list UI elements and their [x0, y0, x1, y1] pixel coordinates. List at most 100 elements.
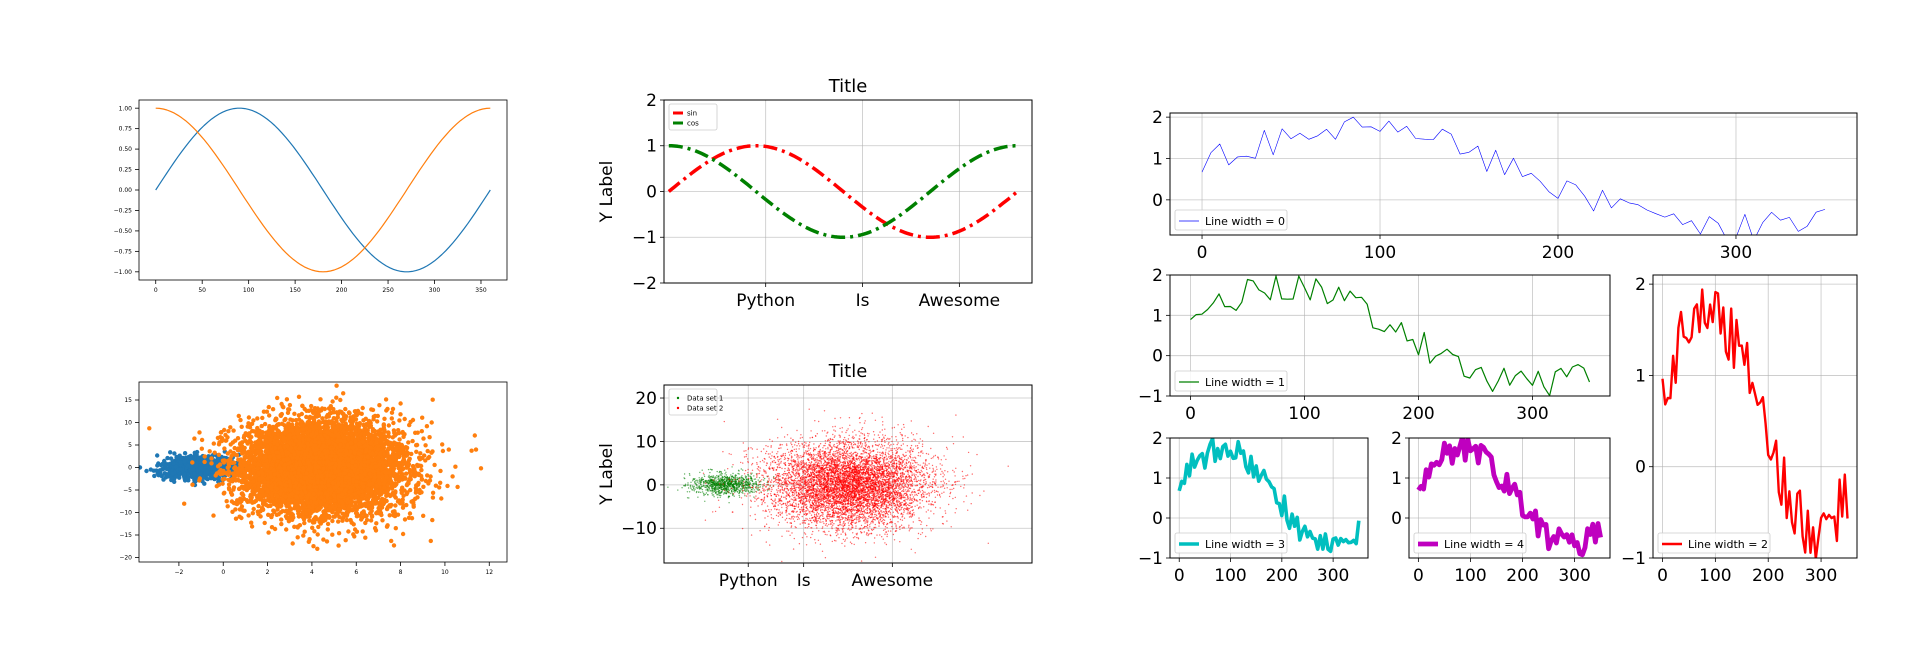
chart-title: Title	[828, 76, 868, 97]
scatter-point	[302, 520, 307, 526]
scatter-point	[430, 495, 436, 500]
scatter-point	[438, 468, 443, 474]
scatter-point	[316, 524, 321, 530]
scatter-point	[410, 438, 415, 444]
series-line-cos	[668, 144, 1018, 240]
scatter-point	[421, 513, 426, 518]
scatter-point	[324, 539, 330, 544]
scatter-point	[231, 428, 236, 433]
y-tick-label: 2	[646, 91, 657, 111]
scatter-point	[372, 413, 378, 419]
scatter-point	[165, 455, 170, 461]
scatter-point	[389, 410, 395, 415]
scatter-point	[334, 395, 339, 400]
scatter-point	[202, 459, 207, 465]
x-tick-label: 150	[289, 287, 301, 294]
scatter-point	[184, 455, 189, 460]
scatter-point	[315, 546, 320, 551]
scatter-point	[423, 478, 429, 484]
scatter-point	[428, 538, 433, 544]
scatter-point	[389, 416, 394, 421]
scatter-point	[388, 493, 393, 499]
scatter-point	[172, 479, 177, 484]
scatter-point	[296, 394, 302, 399]
scatter-point	[430, 397, 435, 402]
scatter-point	[425, 448, 430, 454]
scatter-point	[321, 537, 326, 542]
scatter-point	[199, 437, 205, 443]
scatter-point	[182, 459, 187, 464]
scatter-point	[246, 513, 251, 518]
x-tick-label: 50	[198, 287, 206, 294]
y-tick-label: 0.75	[119, 126, 133, 133]
scatter-point	[159, 473, 164, 479]
scatter-point	[174, 455, 180, 461]
scatter-point	[440, 448, 446, 454]
scatter-point	[188, 464, 194, 469]
scatter-point	[232, 445, 237, 451]
scatter-point	[279, 521, 284, 527]
x-tick-label: 200	[336, 287, 348, 294]
x-tick-label: 100	[243, 287, 255, 294]
scatter-point	[398, 401, 403, 406]
scatter-point	[209, 456, 214, 461]
scatter-point	[440, 442, 445, 447]
scatter-point	[212, 467, 217, 472]
scatter-point	[209, 461, 214, 466]
scatter-point	[147, 426, 152, 431]
scatter-point	[334, 383, 339, 388]
scatter-point	[426, 455, 431, 461]
scatter-point	[187, 454, 193, 460]
x-tick-label: 350	[475, 287, 487, 294]
scatter-point	[279, 517, 284, 522]
scatter-point	[301, 533, 306, 538]
scatter-point	[325, 521, 331, 527]
legend-label: sin	[687, 109, 697, 117]
y-tick-label: 1.00	[119, 105, 133, 112]
series-line-sin	[155, 107, 491, 273]
scatter-point	[221, 491, 226, 496]
scatter-point	[450, 474, 455, 479]
scatter-point	[172, 451, 177, 456]
scatter-point	[211, 441, 216, 446]
y-tick-label: −0.75	[114, 248, 133, 255]
scatter-point	[427, 435, 432, 440]
plot-area	[155, 107, 491, 273]
scatter-point	[164, 466, 170, 472]
scatter-point	[391, 543, 397, 548]
plot-area	[139, 383, 484, 551]
scatter-point	[229, 499, 235, 504]
y-tick-label: −0.50	[114, 228, 133, 235]
scatter-point	[266, 512, 271, 517]
scatter-point	[270, 407, 276, 412]
scatter-point	[198, 459, 203, 465]
scatter-point	[283, 416, 288, 422]
scatter-point	[414, 449, 419, 454]
scatter-point	[185, 472, 190, 477]
y-tick-label: −0.25	[114, 208, 133, 215]
scatter-point	[181, 472, 187, 478]
x-tick-label: Is	[856, 291, 870, 311]
scatter-point	[160, 461, 165, 467]
scatter-point	[237, 507, 243, 512]
x-tick-label: 0	[154, 287, 158, 294]
scatter-point	[214, 458, 220, 463]
scatter-point	[380, 518, 385, 523]
scatter-point	[284, 527, 289, 532]
x-tick-label: 300	[429, 287, 441, 294]
scatter-point	[385, 523, 390, 528]
y-axis-label: Y Label	[597, 161, 617, 224]
scatter-point	[205, 476, 210, 482]
scatter-point	[363, 535, 368, 540]
scatter-point	[216, 452, 222, 457]
scatter-point	[390, 435, 395, 440]
scatter-point	[360, 405, 365, 411]
scatter-point	[287, 511, 293, 516]
scatter-point	[325, 527, 330, 532]
scatter-point	[238, 417, 243, 423]
scatter-point	[256, 503, 261, 509]
scatter-point	[216, 442, 222, 447]
y-tick-label: −2	[632, 274, 657, 294]
